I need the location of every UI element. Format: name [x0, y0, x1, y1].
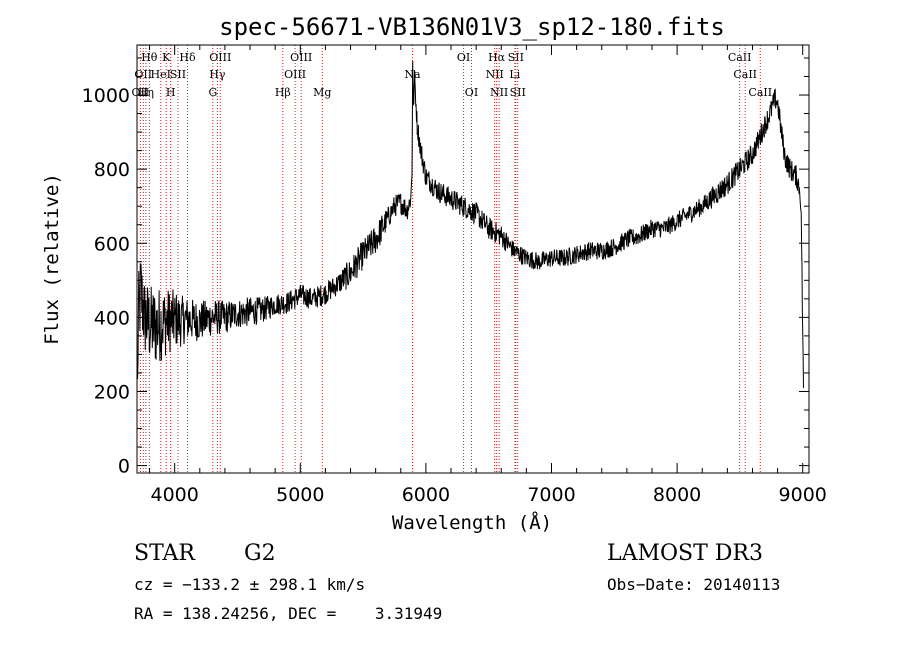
y-tick-label: 200 — [94, 381, 130, 403]
object-class: STAR — [134, 541, 196, 566]
line-marker-label: Mg — [313, 86, 331, 99]
line-marker-label: CaII — [748, 86, 772, 99]
x-tick-label: 5000 — [276, 484, 324, 506]
y-tick-label: 800 — [94, 159, 130, 181]
x-tick-label: 8000 — [653, 484, 701, 506]
y-axis-label: Flux (relative) — [41, 173, 63, 345]
line-marker-label: NII — [486, 68, 504, 81]
chart-title: spec-56671-VB136N01V3_sp12-180.fits — [219, 13, 725, 41]
x-tick-label: 7000 — [527, 484, 575, 506]
line-marker-label: Li — [509, 68, 520, 81]
line-marker-label: Hδ — [179, 51, 196, 64]
line-marker-label: NII — [490, 86, 508, 99]
spectrum-line — [137, 60, 804, 388]
spectrum-series — [137, 60, 804, 388]
line-marker-label: G — [208, 86, 217, 99]
subclass: G2 — [244, 541, 276, 566]
x-axis: 4000 5000 6000 7000 8000 9000 — [149, 45, 827, 506]
obs-date: Obs−Date: 20140113 — [607, 575, 780, 594]
line-marker-label: Hα — [488, 51, 506, 64]
line-marker-label: Hη — [138, 86, 154, 99]
line-marker-label: OIII — [290, 51, 312, 64]
line-marker-label: Hβ — [275, 86, 291, 99]
coordinates: RA = 138.24256, DEC = 3.31949 — [134, 604, 442, 623]
x-tick-label: 4000 — [151, 484, 199, 506]
line-marker-label: SII — [510, 86, 526, 99]
y-tick-label: 400 — [94, 307, 130, 329]
y-tick-label: 600 — [94, 233, 130, 255]
line-marker-label: CaII — [733, 68, 757, 81]
line-marker-label: CaII — [728, 51, 752, 64]
line-marker-label: Hθ — [141, 51, 158, 64]
line-marker-label: K — [162, 51, 171, 64]
y-axis: 0 200 400 600 800 1000 — [82, 57, 809, 478]
line-marker-label: Hγ — [209, 68, 226, 81]
plot-frame — [136, 44, 810, 474]
line-marker-label: HeI — [151, 68, 171, 81]
line-markers: OIIOIIHηHθHeIKHSIIHδGHγOIIIHβOIIIOIIIMgN… — [132, 45, 772, 473]
x-tick-label: 6000 — [402, 484, 450, 506]
survey-name: LAMOST DR3 — [607, 541, 763, 566]
y-tick-label: 0 — [118, 456, 130, 478]
x-axis-label: Wavelength (Å) — [392, 511, 552, 534]
line-marker-label: OI — [465, 86, 478, 99]
line-marker-label: OI — [457, 51, 470, 64]
line-marker-label: OIII — [209, 51, 231, 64]
line-marker-label: OII — [132, 86, 150, 99]
line-marker-label: SII — [170, 68, 186, 81]
line-marker-label: H — [166, 86, 176, 99]
line-marker-label: SII — [508, 51, 524, 64]
redshift-velocity: cz = −133.2 ± 298.1 km/s — [134, 575, 365, 594]
line-marker-label: OIII — [284, 68, 306, 81]
y-tick-label: 1000 — [82, 85, 130, 107]
line-marker-label: OII — [134, 68, 152, 81]
x-tick-label: 9000 — [779, 484, 827, 506]
